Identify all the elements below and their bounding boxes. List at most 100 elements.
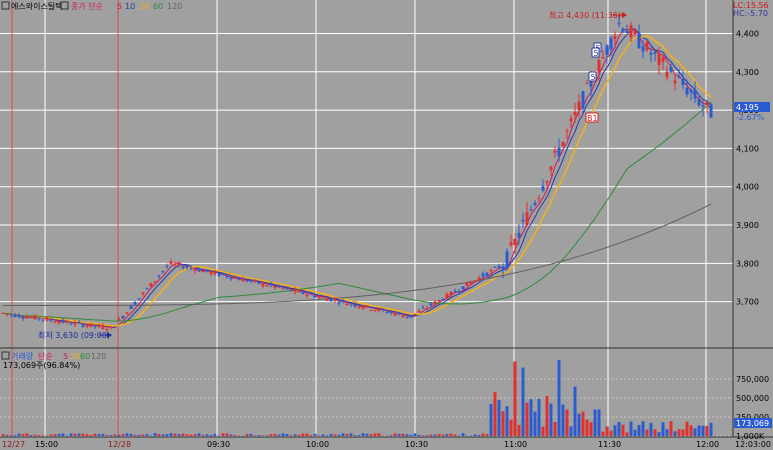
volume-bar [497,400,501,436]
candle-body [369,309,373,311]
candle-body [185,266,189,268]
volume-bar [345,434,349,436]
candle-body [621,28,625,32]
candle-body [549,166,553,170]
volume-bar [57,433,61,436]
candle-body [661,57,665,62]
volume-bar [709,422,713,436]
checkbox-icon[interactable] [1,1,10,10]
volume-bar [93,433,97,436]
candle-body [377,308,381,311]
volume-bar [485,434,489,436]
candle-body [585,82,589,84]
right-axis-panel [733,0,773,450]
candle-body [69,323,73,325]
candle-body [41,319,45,321]
volume-bar [233,434,237,436]
volume-bar [269,434,273,436]
volume-bar [289,435,293,436]
volume-bar [449,433,453,436]
candle-body [93,325,97,327]
candle-body [201,270,205,273]
volume-bar [453,434,457,436]
candle-body [433,301,437,305]
volume-bar [89,434,93,436]
volume-bar [9,435,13,436]
candle-body [505,251,509,268]
volume-bar [665,429,669,436]
candle-body [233,277,237,279]
sell-signal-icon[interactable] [585,112,599,123]
candle-body [157,276,161,278]
price-tick-label: 4,300 [736,68,759,77]
candle-body [669,66,673,72]
volume-tick-label: 250,000 [736,413,769,422]
candle-body [581,91,585,109]
candle-body [249,280,253,282]
volume-bar [73,433,77,436]
volume-bar [581,411,585,436]
volume-bar [21,434,25,436]
candle-body [237,279,241,281]
candle-body [533,202,537,205]
volume-bar [173,433,177,436]
candle-body [605,45,609,56]
volume-bar [265,435,269,436]
candle-body [273,286,277,288]
candle-body [569,118,573,122]
candle-body [509,242,513,246]
checkbox-icon[interactable] [1,351,10,360]
candle-body [417,311,421,313]
ma20-label: 20 [139,2,149,11]
volume-bar [641,421,645,436]
volume-bar [129,433,133,436]
current-volume: 173,069 [736,419,769,428]
volume-bar [549,403,553,436]
volume-bar [369,434,373,436]
volume-bar [533,411,537,436]
candle-body [665,71,669,78]
candle-body [189,268,193,270]
volume-bar [661,422,665,436]
candle-body [445,293,449,299]
volume-bar [113,434,117,436]
candle-body [497,265,501,268]
volume-bar [505,406,509,436]
checkbox-icon[interactable] [60,1,69,10]
volume-bar [617,421,621,436]
time-tick-label: 09:30 [207,440,230,449]
candlestick-series [1,15,713,332]
volume-ma-label: 단순 [38,351,53,361]
volume-bar [49,434,53,436]
arrow-right-icon [622,12,627,18]
candle-body [685,87,689,95]
candle-body [529,209,533,211]
candle-body [281,288,285,290]
volume-bar [245,434,249,436]
buy-signal-icon[interactable] [588,71,597,82]
buy-signal-icon[interactable] [591,47,600,58]
candle-body [37,318,41,320]
volume-name: 거래량 [11,351,34,361]
volume-bar [477,435,481,436]
candle-body [465,282,469,286]
volume-bar [525,402,529,436]
volume-bar [605,426,609,436]
ma5-label: 5 [117,2,122,11]
candle-body [33,315,37,320]
candle-body [601,57,605,59]
volume-bar [205,434,209,436]
candle-body [125,312,129,314]
volume-bar [133,434,137,436]
candle-body [545,181,549,183]
candle-body [117,319,121,321]
candle-body [245,280,249,282]
candle-body [373,309,377,311]
volume-bar [5,434,9,436]
buy-signal-text: 5 [591,73,596,82]
volume-bar [257,435,261,436]
candle-body [473,280,477,282]
volume-tick-label: 500,000 [736,394,769,403]
candle-body [309,293,313,295]
